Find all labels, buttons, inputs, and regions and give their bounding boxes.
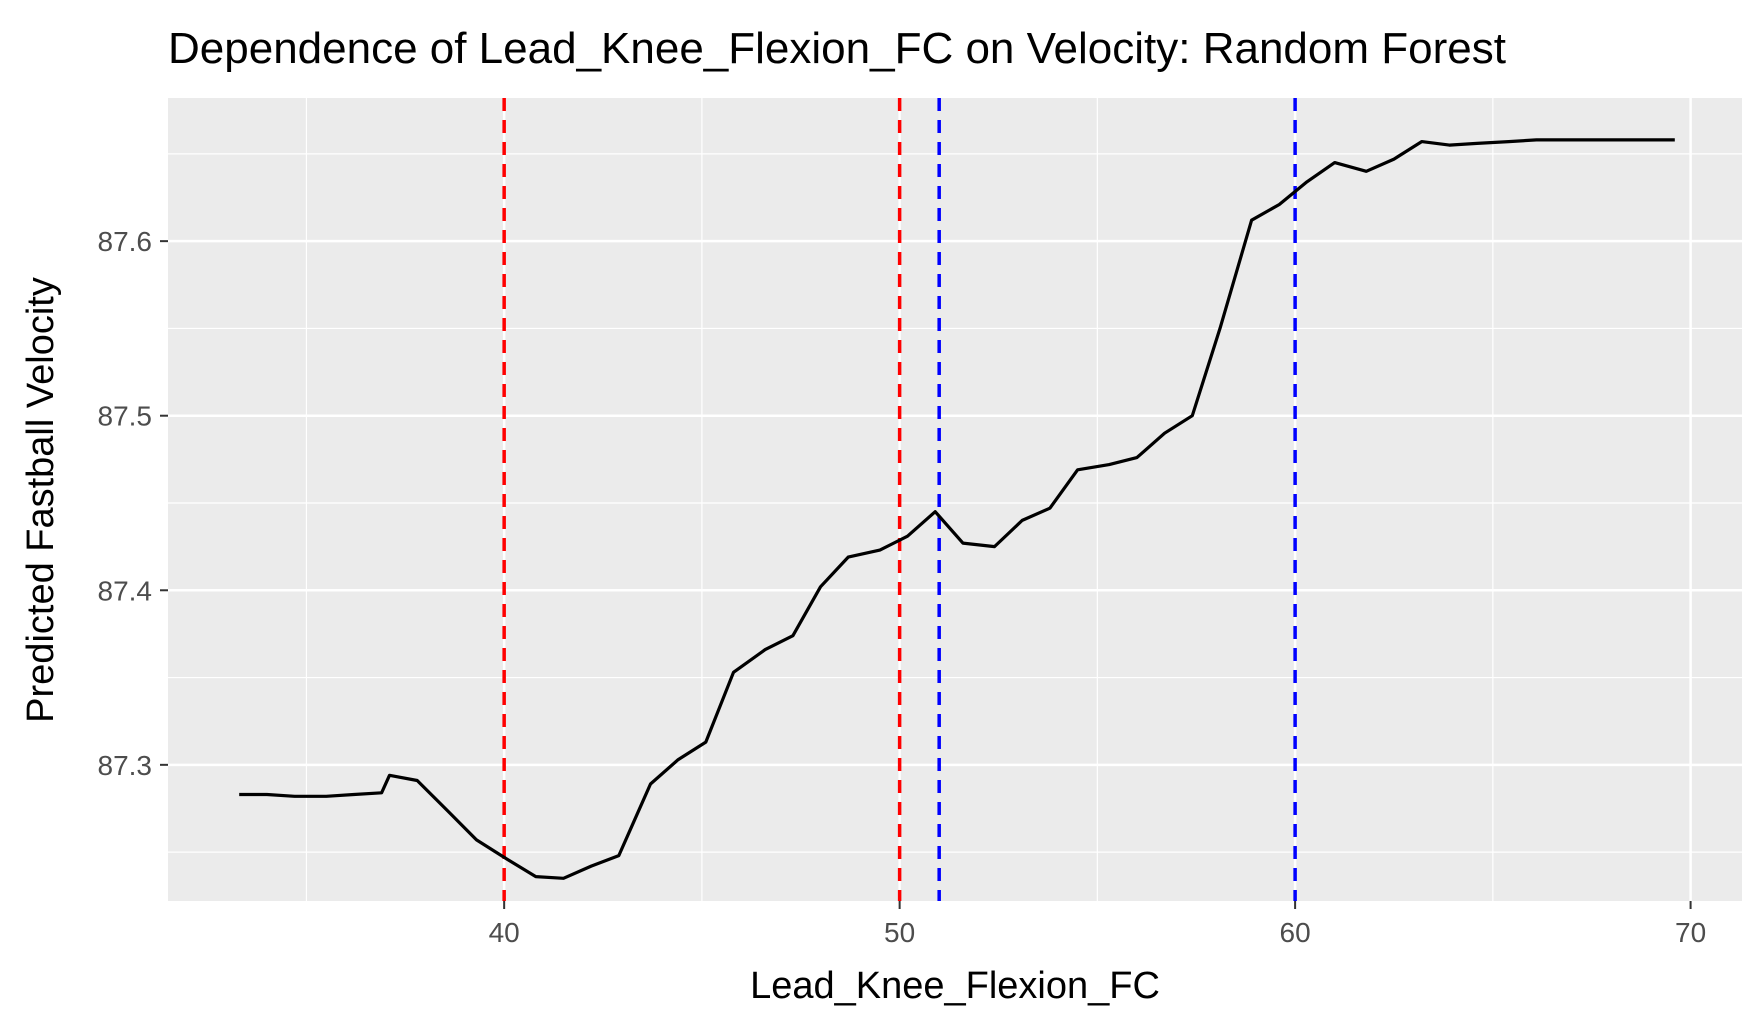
x-tick-label: 70 xyxy=(1675,917,1706,948)
y-axis-ticks: 87.3 87.4 87.5 87.6 xyxy=(98,226,168,781)
x-axis-ticks: 40 50 60 70 xyxy=(489,901,1706,948)
series-line xyxy=(239,138,1675,880)
x-axis-title: Lead_Knee_Flexion_FC xyxy=(750,965,1160,1007)
y-tick-label: 87.6 xyxy=(98,226,153,257)
x-tick-label: 50 xyxy=(884,917,915,948)
y-tick-label: 87.4 xyxy=(98,575,153,606)
minor-gridlines xyxy=(168,98,1742,901)
plot-panel xyxy=(168,98,1742,901)
y-axis-title: Predicted Fastball Velocity xyxy=(20,277,62,723)
series-layer xyxy=(239,138,1675,880)
y-tick-label: 87.5 xyxy=(98,401,153,432)
reference-lines xyxy=(502,98,1297,901)
y-tick-label: 87.3 xyxy=(98,750,153,781)
x-tick-label: 40 xyxy=(489,917,520,948)
x-tick-label: 60 xyxy=(1280,917,1311,948)
chart-title: Dependence of Lead_Knee_Flexion_FC on Ve… xyxy=(168,24,1506,73)
